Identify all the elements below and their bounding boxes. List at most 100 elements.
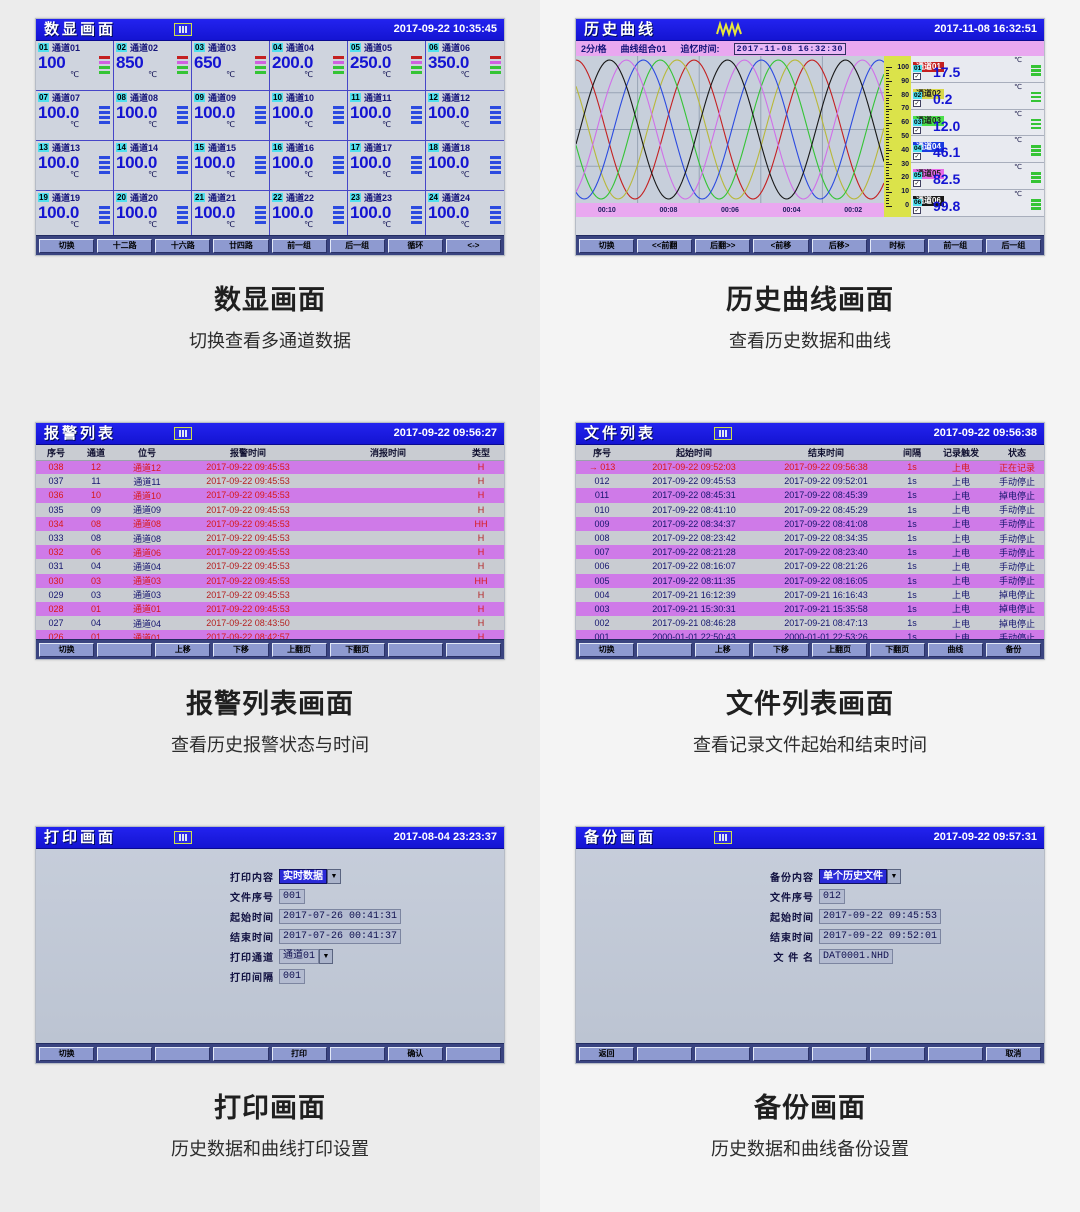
channel-checkbox[interactable]: ✓ [913, 126, 921, 134]
field-value-group[interactable]: 2017-07-26 00:41:37 [279, 928, 402, 944]
field-value[interactable]: 001 [279, 968, 306, 984]
button-切换[interactable]: 切换 [39, 642, 95, 657]
button-下翻页[interactable]: 下翻页 [869, 642, 925, 657]
field-value[interactable]: 通道01 [279, 948, 320, 964]
channel-cell[interactable]: 15 通道15 100.0 ℃ [192, 141, 270, 191]
field-value[interactable]: 2017-07-26 00:41:31 [279, 908, 402, 924]
channel-cell[interactable]: 19 通道19 100.0 ℃ [36, 191, 114, 241]
channel-checkbox[interactable]: ✓ [913, 99, 921, 107]
button-下移[interactable]: 下移 [753, 642, 809, 657]
table-row[interactable]: 030 03 通道03 2017-09-22 09:45:53 HH [36, 573, 504, 588]
table-row[interactable]: 034 08 通道08 2017-09-22 09:45:53 HH [36, 516, 504, 531]
field-value[interactable]: 2017-07-26 00:41:37 [279, 928, 402, 944]
button-返回[interactable]: 返回 [579, 1046, 635, 1061]
field-value[interactable]: 001 [279, 888, 306, 904]
table-row[interactable]: 005 2017-09-22 08:11:35 2017-09-22 08:16:0… [576, 573, 1044, 588]
table-row[interactable]: 009 2017-09-22 08:34:37 2017-09-22 08:41:0… [576, 516, 1044, 531]
button-下翻页[interactable]: 下翻页 [329, 642, 385, 657]
curve-channel-row[interactable]: 通道03 ℃ 03 ✓ 12.0 [911, 110, 1044, 137]
channel-cell[interactable]: 10 通道10 100.0 ℃ [270, 91, 348, 141]
button-上移[interactable]: 上移 [695, 642, 751, 657]
button-后一组[interactable]: 后一组 [329, 238, 385, 253]
channel-cell[interactable]: 13 通道13 100.0 ℃ [36, 141, 114, 191]
button-前一组[interactable]: 前一组 [927, 238, 983, 253]
chevron-down-icon[interactable]: ▼ [887, 868, 901, 884]
button-切换[interactable]: 切换 [579, 642, 635, 657]
channel-cell[interactable]: 22 通道22 100.0 ℃ [270, 191, 348, 241]
table-row[interactable]: 036 10 通道10 2017-09-22 09:45:53 H [36, 488, 504, 503]
table-row[interactable]: 011 2017-09-22 08:45:31 2017-09-22 08:45:3… [576, 488, 1044, 503]
curve-channel-row[interactable]: 通道05 ℃ 05 ✓ 82.5 [911, 163, 1044, 191]
channel-cell[interactable]: 20 通道20 100.0 ℃ [114, 191, 192, 241]
channel-cell[interactable]: 04 通道04 200.0 ℃ [270, 41, 348, 91]
table-row[interactable]: 012 2017-09-22 09:45:53 2017-09-22 09:52:0… [576, 474, 1044, 489]
button-十二路[interactable]: 十二路 [97, 238, 153, 253]
table-row[interactable]: 037 11 通道11 2017-09-22 09:45:53 H [36, 474, 504, 489]
recall-time-value[interactable]: 2017-11-08 16:32:30 [733, 42, 846, 55]
chevron-down-icon[interactable]: ▼ [319, 948, 334, 964]
curve-channel-row[interactable]: 通道01 ℃ 01 ✓ 17.5 [911, 56, 1044, 83]
field-value-group[interactable]: 通道01 ▼ [279, 948, 334, 964]
channel-cell[interactable]: 07 通道07 100.0 ℃ [36, 91, 114, 141]
channel-cell[interactable]: 17 通道17 100.0 ℃ [348, 141, 426, 191]
table-row[interactable]: 004 2017-09-21 16:12:39 2017-09-21 16:16:4… [576, 587, 1044, 602]
field-value[interactable]: 2017-09-22 09:45:53 [819, 908, 942, 924]
table-row[interactable]: 002 2017-09-21 08:46:28 2017-09-21 08:47:1… [576, 616, 1044, 631]
button-确认[interactable]: 确认 [387, 1046, 443, 1061]
field-value-group[interactable]: 实时数据 ▼ [279, 868, 341, 884]
button-十六路[interactable]: 十六路 [155, 238, 211, 253]
button-<前移[interactable]: <前移 [753, 238, 809, 253]
table-row[interactable]: 031 04 通道04 2017-09-22 09:45:53 H [36, 559, 504, 574]
button-后翻>>[interactable]: 后翻>> [695, 238, 751, 253]
button-后一组[interactable]: 后一组 [985, 238, 1041, 253]
channel-cell[interactable]: 01 通道01 100 ℃ [36, 41, 114, 91]
table-row[interactable]: 027 04 通道04 2017-09-22 08:43:50 H [36, 616, 504, 631]
channel-cell[interactable]: 06 通道06 350.0 ℃ [426, 41, 504, 91]
channel-cell[interactable]: 12 通道12 100.0 ℃ [426, 91, 504, 141]
table-row[interactable]: 028 01 通道01 2017-09-22 09:45:53 H [36, 601, 504, 617]
button-上翻页[interactable]: 上翻页 [811, 642, 867, 657]
field-value[interactable]: 单个历史文件 [819, 868, 887, 884]
button-<<前翻[interactable]: <<前翻 [637, 238, 693, 253]
field-value-group[interactable]: 单个历史文件 ▼ [819, 868, 901, 884]
field-value-group[interactable]: 012 [819, 888, 846, 904]
channel-cell[interactable]: 02 通道02 850 ℃ [114, 41, 192, 91]
channel-checkbox[interactable]: ✓ [913, 153, 921, 161]
channel-cell[interactable]: 14 通道14 100.0 ℃ [114, 141, 192, 191]
field-value-group[interactable]: 2017-07-26 00:41:31 [279, 908, 402, 924]
table-row[interactable]: → 013 2017-09-22 09:52:03 2017-09-22 09:56… [576, 460, 1044, 475]
channel-cell[interactable]: 03 通道03 650 ℃ [192, 41, 270, 91]
button-上移[interactable]: 上移 [155, 642, 211, 657]
table-row[interactable]: 038 12 通道12 2017-09-22 09:45:53 H [36, 460, 504, 475]
button-曲线[interactable]: 曲线 [927, 642, 983, 657]
field-value[interactable]: 2017-09-22 09:52:01 [819, 928, 942, 944]
field-value[interactable]: 实时数据 [279, 868, 327, 884]
button-下移[interactable]: 下移 [213, 642, 269, 657]
channel-checkbox[interactable]: ✓ [913, 180, 921, 188]
curve-channel-row[interactable]: 通道04 ℃ 04 ✓ 46.1 [911, 136, 1044, 164]
channel-cell[interactable]: 21 通道21 100.0 ℃ [192, 191, 270, 241]
button-廿四路[interactable]: 廿四路 [213, 238, 269, 253]
button-循环[interactable]: 循环 [387, 238, 443, 253]
field-value-group[interactable]: 001 [279, 888, 306, 904]
field-value-group[interactable]: 001 [279, 968, 306, 984]
button-<->[interactable]: <-> [445, 238, 501, 253]
field-value[interactable]: DAT0001.NHD [819, 948, 894, 964]
channel-cell[interactable]: 23 通道23 100.0 ℃ [348, 191, 426, 241]
button-打印[interactable]: 打印 [271, 1046, 327, 1061]
curve-channel-row[interactable]: 通道06 ℃ 06 ✓ 99.8 [911, 190, 1044, 217]
chevron-down-icon[interactable]: ▼ [327, 868, 341, 884]
table-row[interactable]: 033 08 通道08 2017-09-22 09:45:53 H [36, 530, 504, 546]
button-切换[interactable]: 切换 [39, 238, 95, 253]
field-value[interactable]: 012 [819, 888, 846, 904]
curve-channel-row[interactable]: 通道02 ℃ 02 ✓ 0.2 [911, 83, 1044, 110]
channel-cell[interactable]: 11 通道11 100.0 ℃ [348, 91, 426, 141]
field-value-group[interactable]: DAT0001.NHD [819, 948, 894, 964]
channel-cell[interactable]: 24 通道24 100.0 ℃ [426, 191, 504, 241]
button-切换[interactable]: 切换 [39, 1046, 95, 1061]
button-前一组[interactable]: 前一组 [271, 238, 327, 253]
button-备份[interactable]: 备份 [985, 642, 1041, 657]
table-row[interactable]: 029 03 通道03 2017-09-22 09:45:53 H [36, 587, 504, 602]
table-row[interactable]: 035 09 通道09 2017-09-22 09:45:53 H [36, 502, 504, 517]
channel-cell[interactable]: 16 通道16 100.0 ℃ [270, 141, 348, 191]
